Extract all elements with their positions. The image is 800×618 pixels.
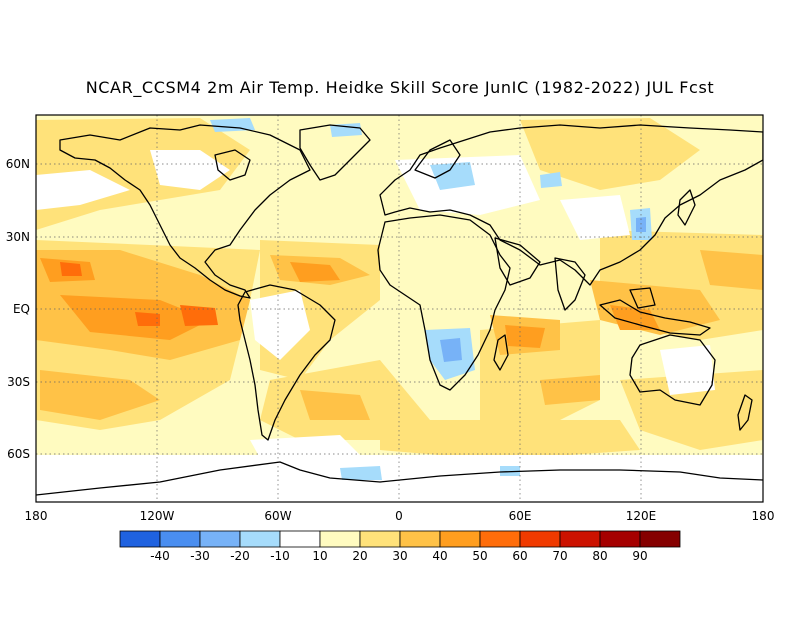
coast-borneo [629,287,656,309]
colorbar-label: 50 [472,549,487,563]
colorbar-swatch [239,530,281,548]
coast-antarctica [36,461,763,496]
coast-new-zealand [737,394,753,431]
longitude-labels: 180 120W 60W 0 60E 120E 180 [25,509,775,523]
colorbar: -40 -30 -20 -10 10 20 30 40 50 60 70 80 90 [119,530,681,563]
latitude-labels: 60N 30N EQ 30S 60S [6,157,30,461]
colorbar-swatch [639,530,681,548]
colorbar-label: 90 [632,549,647,563]
coastlines [36,124,763,496]
coast-greenland [299,124,371,181]
colorbar-label: 40 [432,549,447,563]
colorbar-swatches [119,530,681,548]
colorbar-swatch [159,530,201,548]
coast-europe-asia [379,124,763,286]
colorbar-swatch [279,530,321,548]
lon-label-60w: 60W [264,509,291,523]
field-orange-areas [40,258,660,348]
map-graticule [36,115,763,502]
lat-label-30n: 30N [6,230,30,244]
colorbar-swatch [559,530,601,548]
colorbar-swatch [359,530,401,548]
colorbar-swatch [119,530,161,548]
coast-indonesia [599,299,711,336]
lon-label-0: 0 [395,509,403,523]
coast-australia [629,334,716,406]
colorbar-swatch [319,530,361,548]
colorbar-label: 30 [392,549,407,563]
colorbar-label: -20 [230,549,250,563]
coast-india [554,257,586,311]
lon-label-120w: 120W [140,509,175,523]
lat-label-eq: EQ [13,302,30,316]
lat-label-60n: 60N [6,157,30,171]
coast-japan [677,189,696,226]
colorbar-swatch [439,530,481,548]
colorbar-label: 20 [352,549,367,563]
lon-label-60e: 60E [509,509,532,523]
map-title: NCAR_CCSM4 2m Air Temp. Heidke Skill Sco… [85,78,715,97]
colorbar-swatch [479,530,521,548]
coast-africa [377,214,511,391]
lon-label-120e: 120E [626,509,657,523]
colorbar-label: -10 [270,549,290,563]
lon-label-180w: 180 [25,509,48,523]
colorbar-label: 60 [512,549,527,563]
coast-north-america [59,124,311,299]
lat-label-30s: 30S [7,375,30,389]
colorbar-swatch [599,530,641,548]
colorbar-label: 10 [312,549,327,563]
lat-label-60s: 60S [7,447,30,461]
coast-south-america [237,284,336,441]
coast-scandinavia [414,139,461,179]
colorbar-swatch [199,530,241,548]
colorbar-swatch [399,530,441,548]
colorbar-swatch [519,530,561,548]
colorbar-label: -30 [190,549,210,563]
colorbar-label: 70 [552,549,567,563]
map-frame [35,114,764,503]
colorbar-labels: -40 -30 -20 -10 10 20 30 40 50 60 70 80 90 [150,549,647,563]
colorbar-label: -40 [150,549,170,563]
coast-hudson-bay [214,149,251,181]
field-deep-orange-areas [60,262,218,326]
colorbar-label: 80 [592,549,607,563]
coast-arabia [494,237,541,286]
coast-madagascar [493,334,509,371]
lon-label-180e: 180 [752,509,775,523]
skill-score-field [36,115,763,502]
